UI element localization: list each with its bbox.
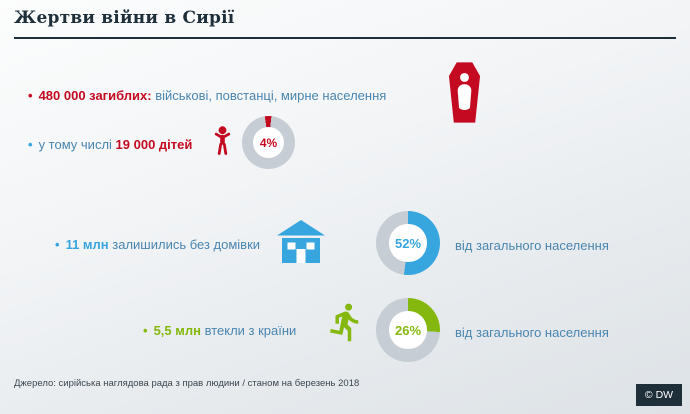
coffin-icon xyxy=(448,62,481,123)
stat-children-number: 19 000 дітей xyxy=(115,137,193,152)
stat-deaths-line: • 480 000 загиблих: військові, повстанці,… xyxy=(28,88,386,104)
child-icon xyxy=(214,126,231,155)
stat-homeless-context: від загального населення xyxy=(455,238,609,253)
stat-deaths-number: 480 000 загиблих: xyxy=(38,88,152,103)
stat-homeless-line: • 11 млн залишились без домівки xyxy=(55,237,260,253)
running-person-icon xyxy=(330,303,359,342)
stat-refugees-line: • 5,5 млн втекли з країни xyxy=(143,323,296,339)
bullet-marker: • xyxy=(28,137,33,152)
stat-homeless-description: залишились без домівки xyxy=(108,237,261,252)
stat-refugees-number: 5,5 млн xyxy=(153,323,201,338)
dw-logo-badge: © DW xyxy=(636,384,682,406)
stat-children-prefix: у тому числі xyxy=(38,137,116,152)
bullet-marker: • xyxy=(143,323,148,338)
page-title: Жертви війни в Сирії xyxy=(14,8,235,28)
house-icon xyxy=(277,220,325,263)
bullet-marker: • xyxy=(55,237,60,252)
copyright-text: © DW xyxy=(644,389,674,401)
stat-homeless-number: 11 млн xyxy=(65,237,109,252)
stat-refugees-context: від загального населення xyxy=(455,325,609,340)
source-note: Джерело: сирійська наглядова рада з прав… xyxy=(14,378,360,389)
title-underline xyxy=(14,37,676,39)
stat-refugees-description: втекли з країни xyxy=(200,323,297,338)
donut-percent-label: 52% xyxy=(394,235,422,251)
donut-chart-homeless-share: 52% xyxy=(376,211,440,275)
donut-chart-refugees-share: 26% xyxy=(376,298,440,362)
donut-percent-label: 4% xyxy=(259,135,278,150)
donut-percent-label: 26% xyxy=(394,322,422,338)
stat-deaths-description: військові, повстанці, мирне населення xyxy=(151,88,387,103)
bullet-marker: • xyxy=(28,88,33,103)
stat-children-line: • у тому числі 19 000 дітей xyxy=(28,137,192,153)
donut-chart-children-share: 4% xyxy=(242,116,295,169)
